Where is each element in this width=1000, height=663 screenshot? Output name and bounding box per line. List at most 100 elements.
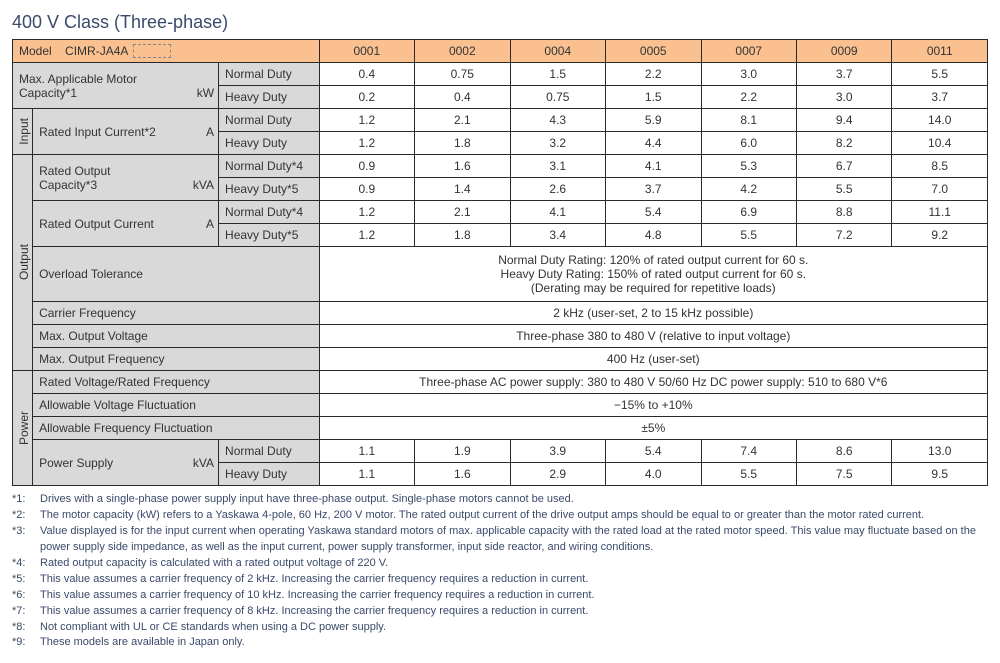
value-cell: 1.9	[415, 440, 510, 463]
value-cell: 0.9	[319, 178, 414, 201]
footnote: *8:Not compliant with UL or CE standards…	[12, 620, 988, 636]
model-col: 0002	[415, 40, 510, 63]
value-cell: 1.4	[415, 178, 510, 201]
model-code: CIMR-JA4A	[65, 44, 128, 58]
duty-label: Heavy Duty	[219, 86, 320, 109]
value-cell: 2.2	[606, 63, 701, 86]
overload-line: Normal Duty Rating: 120% of rated output…	[324, 253, 983, 267]
model-col: 0011	[892, 40, 988, 63]
value-cell: 3.1	[510, 155, 605, 178]
table-row: Output Rated Output Capacity*3 kVA Norma…	[13, 155, 988, 178]
value-cell: 4.3	[510, 109, 605, 132]
spec-table: Model CIMR-JA4A 0001 0002 0004 0005 0007…	[12, 39, 988, 486]
unit: A	[206, 217, 214, 231]
param-label: Max. Applicable Motor Capacity*1 kW	[13, 63, 219, 109]
value-cell: 0.2	[319, 86, 414, 109]
value-cell: 1.8	[415, 224, 510, 247]
param-label: Rated Output Capacity*3 kVA	[33, 155, 219, 201]
wide-value-cell: −15% to +10%	[319, 394, 987, 417]
footnote-mark: *2:	[12, 508, 40, 524]
duty-label: Normal Duty	[219, 63, 320, 86]
value-cell: 4.1	[606, 155, 701, 178]
value-cell: 9.4	[796, 109, 891, 132]
table-row: Input Rated Input Current*2 A Normal Dut…	[13, 109, 988, 132]
value-cell: 4.1	[510, 201, 605, 224]
table-row: Allowable Voltage Fluctuation −15% to +1…	[13, 394, 988, 417]
wide-value-cell: 400 Hz (user-set)	[319, 348, 987, 371]
duty-label: Normal Duty*4	[219, 201, 320, 224]
section-label-power: Power	[13, 371, 33, 486]
duty-label: Heavy Duty	[219, 463, 320, 486]
value-cell: 6.9	[701, 201, 796, 224]
footnote-mark: *8:	[12, 620, 40, 636]
value-cell: 11.1	[892, 201, 988, 224]
value-cell: 8.2	[796, 132, 891, 155]
footnote-text: Drives with a single-phase power supply …	[40, 492, 574, 508]
section-label-output: Output	[13, 155, 33, 371]
label-line: Capacity*3	[39, 178, 97, 192]
value-cell: 1.1	[319, 440, 414, 463]
table-row: Overload Tolerance Normal Duty Rating: 1…	[13, 247, 988, 302]
label-line: Rated Input Current*2	[39, 125, 156, 139]
duty-label: Heavy Duty*5	[219, 178, 320, 201]
footnote-mark: *6:	[12, 588, 40, 604]
value-cell: 4.2	[701, 178, 796, 201]
value-cell: 3.2	[510, 132, 605, 155]
value-cell: 7.2	[796, 224, 891, 247]
value-cell: 2.1	[415, 109, 510, 132]
value-cell: 7.5	[796, 463, 891, 486]
value-cell: 0.4	[415, 86, 510, 109]
footnote: *4:Rated output capacity is calculated w…	[12, 556, 988, 572]
param-label: Max. Output Frequency	[33, 348, 319, 371]
value-cell: 3.0	[701, 63, 796, 86]
value-cell: 2.9	[510, 463, 605, 486]
footnote-text: Not compliant with UL or CE standards wh…	[40, 620, 386, 636]
value-cell: 8.8	[796, 201, 891, 224]
footnote-text: Rated output capacity is calculated with…	[40, 556, 388, 572]
param-label: Carrier Frequency	[33, 302, 319, 325]
duty-label: Normal Duty	[219, 440, 320, 463]
value-cell: 8.5	[892, 155, 988, 178]
model-label-cell: Model CIMR-JA4A	[13, 40, 320, 63]
value-cell: 1.5	[606, 86, 701, 109]
unit: kVA	[193, 178, 214, 192]
value-cell: 4.8	[606, 224, 701, 247]
duty-label: Normal Duty*4	[219, 155, 320, 178]
table-row: Carrier Frequency 2 kHz (user-set, 2 to …	[13, 302, 988, 325]
value-cell: 1.2	[319, 224, 414, 247]
param-label: Power Supply kVA	[33, 440, 219, 486]
value-cell: 1.6	[415, 155, 510, 178]
value-cell: 3.4	[510, 224, 605, 247]
label-line: Rated Output	[39, 164, 214, 178]
value-cell: 1.1	[319, 463, 414, 486]
value-cell: 1.5	[510, 63, 605, 86]
footnote-mark: *3:	[12, 524, 40, 556]
value-cell: 14.0	[892, 109, 988, 132]
value-cell: 6.7	[796, 155, 891, 178]
value-cell: 1.2	[319, 132, 414, 155]
value-cell: 5.5	[796, 178, 891, 201]
overload-line: (Derating may be required for repetitive…	[324, 281, 983, 295]
model-col: 0007	[701, 40, 796, 63]
model-col: 0005	[606, 40, 701, 63]
param-label: Rated Input Current*2 A	[33, 109, 219, 155]
footnote-mark: *1:	[12, 492, 40, 508]
footnote: *1:Drives with a single-phase power supp…	[12, 492, 988, 508]
value-cell: 3.0	[796, 86, 891, 109]
table-row: Model CIMR-JA4A 0001 0002 0004 0005 0007…	[13, 40, 988, 63]
footnote: *2:The motor capacity (kW) refers to a Y…	[12, 508, 988, 524]
wide-value-cell: Normal Duty Rating: 120% of rated output…	[319, 247, 987, 302]
duty-label: Heavy Duty	[219, 132, 320, 155]
value-cell: 3.7	[796, 63, 891, 86]
unit: A	[206, 125, 214, 139]
value-cell: 13.0	[892, 440, 988, 463]
value-cell: 1.6	[415, 463, 510, 486]
value-cell: 2.2	[701, 86, 796, 109]
label-line: Power Supply	[39, 456, 113, 470]
value-cell: 5.5	[701, 463, 796, 486]
footnote-text: This value assumes a carrier frequency o…	[40, 572, 588, 588]
footnote-text: This value assumes a carrier frequency o…	[40, 588, 595, 604]
param-label: Allowable Frequency Fluctuation	[33, 417, 319, 440]
value-cell: 5.5	[892, 63, 988, 86]
value-cell: 4.0	[606, 463, 701, 486]
